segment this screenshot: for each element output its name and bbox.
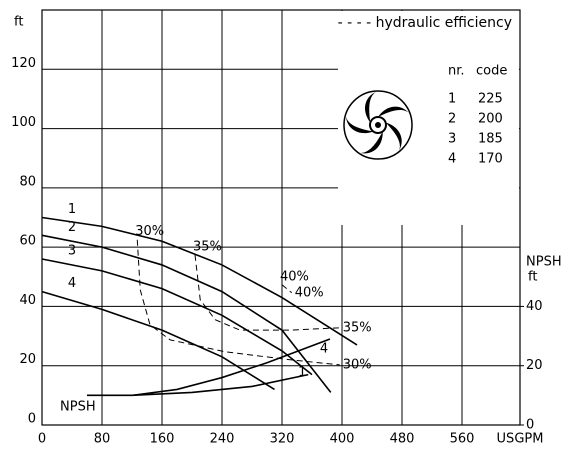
x-tick-label: 320 [270,432,295,447]
x-axis-label: USGPM [497,432,544,447]
efficiency-label: 30% [135,224,164,239]
efficiency-label: 35% [343,320,372,335]
y-tick-label: 120 [11,56,36,71]
efficiency-curve [136,239,340,366]
table-cell: 225 [478,92,503,107]
y-tick-label: 60 [19,234,36,249]
npsh-curve-label: 4 [320,342,328,357]
y2-tick-label: 0 [526,418,534,433]
efficiency-curve [281,284,293,294]
y2-tick-label: 20 [526,358,543,373]
efficiency-legend: - - - - hydraulic efficiency [338,15,512,31]
head-curve-label: 1 [68,202,76,217]
head-curve [41,216,358,346]
x-tick-label: 240 [210,432,235,447]
table-cell: 200 [478,112,503,127]
y2-axis-label: NPSH [526,255,562,270]
impeller-icon [343,90,413,160]
y-tick-label: 100 [11,115,36,130]
y2-axis-label: ft [528,270,537,285]
efficiency-label: 40% [280,269,309,284]
table-cell: 4 [448,152,456,167]
table-cell: 1 [448,92,456,107]
x-tick-label: 0 [38,432,46,447]
head-curve [41,290,275,391]
table-header: code [476,64,507,79]
efficiency-label: 30% [343,357,372,372]
y-tick-label: 80 [19,174,36,189]
head-curve-label: 4 [68,276,76,291]
npsh-label: NPSH [60,400,96,415]
npsh-curve [131,338,331,397]
head-curve-label: 3 [68,244,76,259]
efficiency-curve [194,254,340,331]
y-tick-label: 0 [28,412,36,427]
head-curve [41,234,332,393]
table-cell: 185 [478,132,503,147]
x-tick-label: 480 [390,432,415,447]
table-header: nr. [448,64,465,79]
x-tick-label: 160 [150,432,175,447]
table-cell: 2 [448,112,456,127]
table-cell: 170 [478,152,503,167]
efficiency-label: 35% [193,239,222,254]
head-curve-label: 2 [68,220,76,235]
y-tick-label: 40 [19,293,36,308]
x-tick-label: 560 [450,432,475,447]
npsh-curve [87,373,309,397]
efficiency-label: 40% [295,285,324,300]
y2-tick-label: 40 [526,299,543,314]
x-tick-label: 400 [330,432,355,447]
y-tick-label: 20 [19,352,36,367]
table-cell: 3 [448,132,456,147]
x-tick-label: 80 [94,432,111,447]
npsh-curve-label: 1 [298,365,306,380]
y-axis-label: ft [14,15,23,30]
